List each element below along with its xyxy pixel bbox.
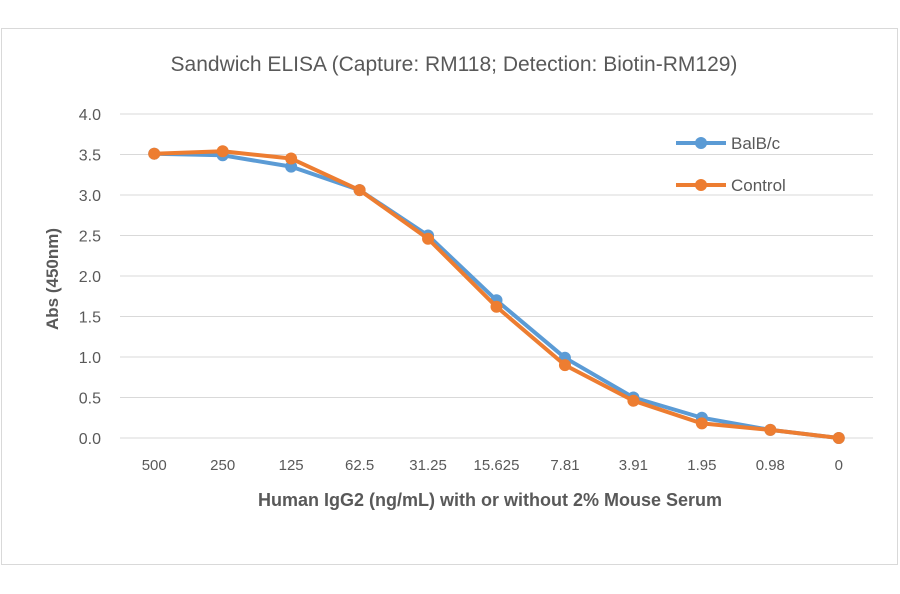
y-tick-label: 4.0 bbox=[79, 107, 101, 124]
x-tick-label: 250 bbox=[210, 457, 235, 474]
x-tick-label: 3.91 bbox=[619, 457, 648, 474]
legend: BalB/c Control bbox=[676, 134, 786, 195]
y-tick-label: 3.5 bbox=[79, 148, 101, 165]
data-point-control bbox=[558, 359, 571, 372]
data-point-control bbox=[216, 145, 229, 158]
y-tick-label: 1.5 bbox=[79, 310, 101, 327]
series-lines bbox=[148, 145, 845, 444]
x-tick-label: 125 bbox=[279, 457, 304, 474]
legend-label-balb-c: BalB/c bbox=[731, 134, 781, 153]
data-point-control bbox=[148, 147, 161, 160]
chart-frame: Sandwich ELISA (Capture: RM118; Detectio… bbox=[1, 28, 898, 565]
y-axis-label: Abs (450nm) bbox=[43, 228, 62, 330]
x-tick-label: 1.95 bbox=[687, 457, 716, 474]
x-tick-labels: 500 250 125 62.5 31.25 15.625 7.81 3.91 1.95 0.98… bbox=[142, 457, 843, 474]
legend-marker-balb-c bbox=[695, 137, 707, 149]
y-tick-labels: 0.0 0.5 1.0 1.5 2.0 2.5 3.0 3.5 4.0 bbox=[79, 107, 101, 448]
data-point-control bbox=[422, 232, 435, 245]
x-tick-label: 0 bbox=[835, 457, 843, 474]
legend-label-control: Control bbox=[731, 176, 786, 195]
data-point-control bbox=[627, 394, 640, 407]
data-point-control bbox=[695, 417, 708, 430]
data-point-control bbox=[832, 432, 845, 444]
data-point-control bbox=[285, 152, 298, 165]
legend-marker-control bbox=[695, 179, 707, 191]
gridlines bbox=[120, 113, 873, 439]
x-tick-label: 31.25 bbox=[409, 457, 447, 474]
data-point-control bbox=[490, 300, 503, 313]
chart-svg: Sandwich ELISA (Capture: RM118; Detectio… bbox=[43, 53, 873, 510]
y-tick-label: 2.0 bbox=[79, 269, 101, 286]
x-tick-label: 62.5 bbox=[345, 457, 374, 474]
data-point-control bbox=[764, 423, 777, 436]
y-tick-label: 1.0 bbox=[79, 350, 101, 367]
x-tick-label: 7.81 bbox=[550, 457, 579, 474]
x-tick-label: 15.625 bbox=[474, 457, 520, 474]
chart-title: Sandwich ELISA (Capture: RM118; Detectio… bbox=[171, 53, 738, 76]
y-tick-label: 0.0 bbox=[79, 431, 101, 448]
y-tick-label: 3.0 bbox=[79, 188, 101, 205]
x-tick-label: 0.98 bbox=[756, 457, 785, 474]
y-tick-label: 2.5 bbox=[79, 229, 101, 246]
y-tick-label: 0.5 bbox=[79, 391, 101, 408]
data-point-control bbox=[353, 184, 366, 197]
x-axis-label: Human IgG2 (ng/mL) with or without 2% Mo… bbox=[258, 490, 722, 510]
x-tick-label: 500 bbox=[142, 457, 167, 474]
